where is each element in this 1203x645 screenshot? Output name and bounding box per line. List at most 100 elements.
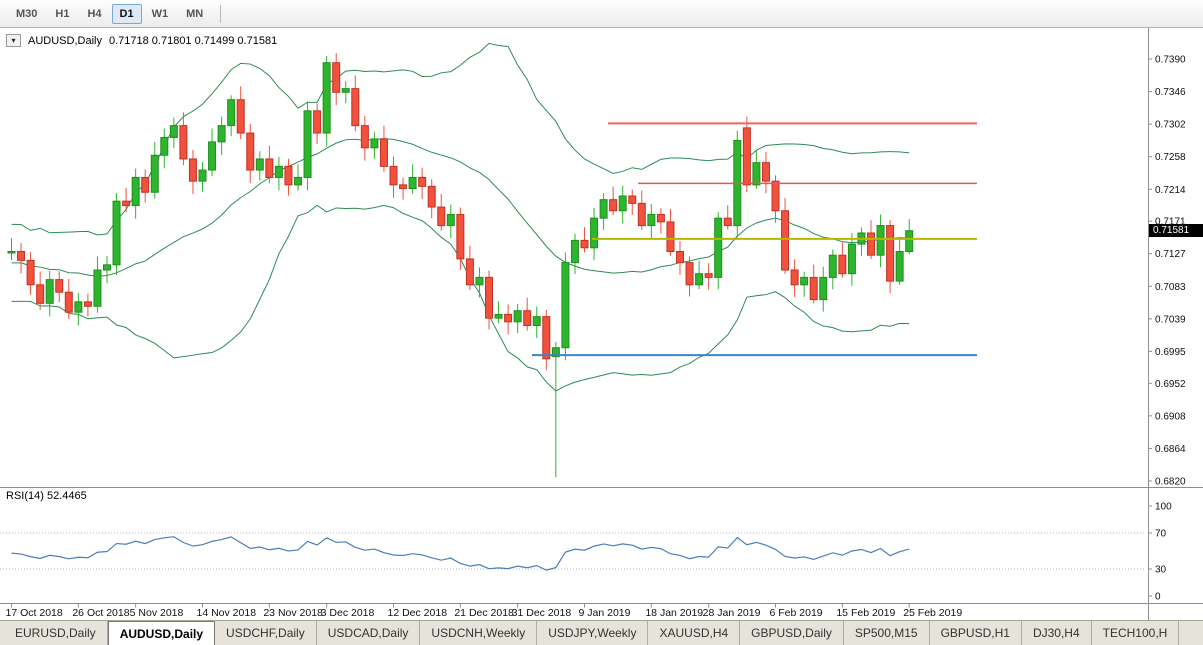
tab-usdcad-daily[interactable]: USDCAD,Daily [317,621,421,645]
candle [809,276,818,301]
timeframe-button-H1[interactable]: H1 [55,7,70,20]
candle [886,225,895,282]
timeframe-button-D1[interactable]: D1 [111,3,142,24]
candle [112,200,121,266]
candle [103,264,111,271]
price-axis-label: 0.7302 [1155,120,1186,131]
candle [427,185,436,208]
rsi-line [11,536,910,571]
chart-title: ▾ AUDUSD,Daily 0.71718 0.71801 0.71499 0… [6,34,277,47]
candle [351,88,360,127]
date-axis-label: 18 Jan 2019 [645,607,703,619]
chevron-down-icon[interactable]: ▾ [6,34,21,47]
candle [179,125,188,160]
chart-tabs-bar: EURUSD,Daily AUDUSD,Daily USDCHF,Daily USDC… [0,620,1203,645]
candle [217,125,226,143]
bollinger-band-middle [11,138,910,277]
candle [695,273,704,286]
date-axis-label: 15 Feb 2019 [836,607,895,619]
price-chart-canvas[interactable]: 0.73900.73460.73020.72580.72140.71710.71… [0,28,1203,620]
candle [408,176,417,190]
date-axis-label: 12 Dec 2018 [388,607,448,619]
price-axis-label: 0.6864 [1155,444,1186,455]
candle [188,158,197,182]
candle [418,176,427,187]
candle [131,176,140,207]
candle [609,199,618,212]
rsi-axis-label: 0 [1155,592,1161,603]
tab-gbpusd-h1[interactable]: GBPUSD,H1 [930,621,1022,645]
candle [55,279,64,293]
candle [523,310,532,327]
candle [485,276,493,319]
candle [504,313,513,323]
candle [723,217,732,227]
candle [303,110,312,178]
tab-dj30-h4[interactable]: DJ30,H4 [1022,621,1092,645]
tab-audusd-daily[interactable]: AUDUSD,Daily [107,621,216,645]
timeframe-button-H4[interactable]: H4 [87,7,102,20]
timeframe-button-M30[interactable]: M30 [16,7,38,20]
toolbar-separator [220,4,222,23]
candle [265,158,274,178]
tab-usdcnh-weekly[interactable]: USDCNH,Weekly [420,621,538,645]
timeframe-toolbar: M30 H1 H4 D1 W1 MN [0,0,1203,28]
date-axis-label: 25 Feb 2019 [903,607,962,619]
price-axis-label: 0.7171 [1155,217,1186,228]
candle [847,243,856,275]
rsi-axis-label: 100 [1155,502,1172,513]
candle [294,176,302,186]
candle [150,154,159,193]
candle [570,239,579,264]
candle [246,132,255,171]
tab-usdchf-daily[interactable]: USDCHF,Daily [215,621,317,645]
price-axis-label: 0.6820 [1155,477,1186,488]
candle [322,62,331,134]
candle [676,250,684,264]
date-axis-label: 3 Dec 2018 [321,607,375,619]
date-axis-label: 26 Oct 2018 [72,607,129,619]
candle [781,210,790,271]
candle [389,165,398,186]
candle [141,176,150,193]
date-axis-label: 6 Feb 2019 [770,607,823,619]
candle [561,262,570,349]
candle [437,206,446,227]
tab-tech100-h[interactable]: TECH100,H [1092,621,1180,645]
price-axis-label: 0.6908 [1155,411,1186,422]
candle [637,202,646,227]
candle [876,225,885,256]
tab-sp500-m15[interactable]: SP500,M15 [844,621,930,645]
candle [761,162,770,182]
candle [685,262,694,286]
candle [313,110,322,134]
candle [74,301,83,313]
candle [656,213,665,223]
rsi-axis-label: 30 [1155,565,1167,576]
chart-window[interactable]: 0.7390 0.7346 0.7302 0.7258 0.7214 0.7171 0.71… [0,28,1203,620]
candle [446,213,455,227]
candle [255,158,264,171]
price-axis-label: 0.7346 [1155,87,1186,98]
candle [274,165,283,178]
candle [790,269,799,286]
candle [580,239,589,249]
current-price-badge: 0.71581 [1149,224,1203,238]
candle [284,165,293,186]
rsi-indicator-label: RSI(14) 52.4465 [6,490,87,502]
candle [399,184,408,190]
tab-xauusd-h4[interactable]: XAUUSD,H4 [648,621,741,645]
timeframe-button-MN[interactable]: MN [186,7,204,20]
price-axis-label: 0.7039 [1155,314,1186,325]
tab-eurusd-daily[interactable]: EURUSD,Daily [4,621,108,645]
candle [590,217,599,249]
candle [379,138,388,167]
candle [198,169,207,182]
price-axis-label: 0.7083 [1155,282,1186,293]
symbol-period-label: AUDUSD,Daily [28,34,102,47]
timeframe-button-W1[interactable]: W1 [151,7,169,20]
tab-gbpusd-daily[interactable]: GBPUSD,Daily [740,621,844,645]
tab-usdjpy-weekly[interactable]: USDJPY,Weekly [537,621,649,645]
candle [838,254,847,275]
candle [456,213,465,260]
